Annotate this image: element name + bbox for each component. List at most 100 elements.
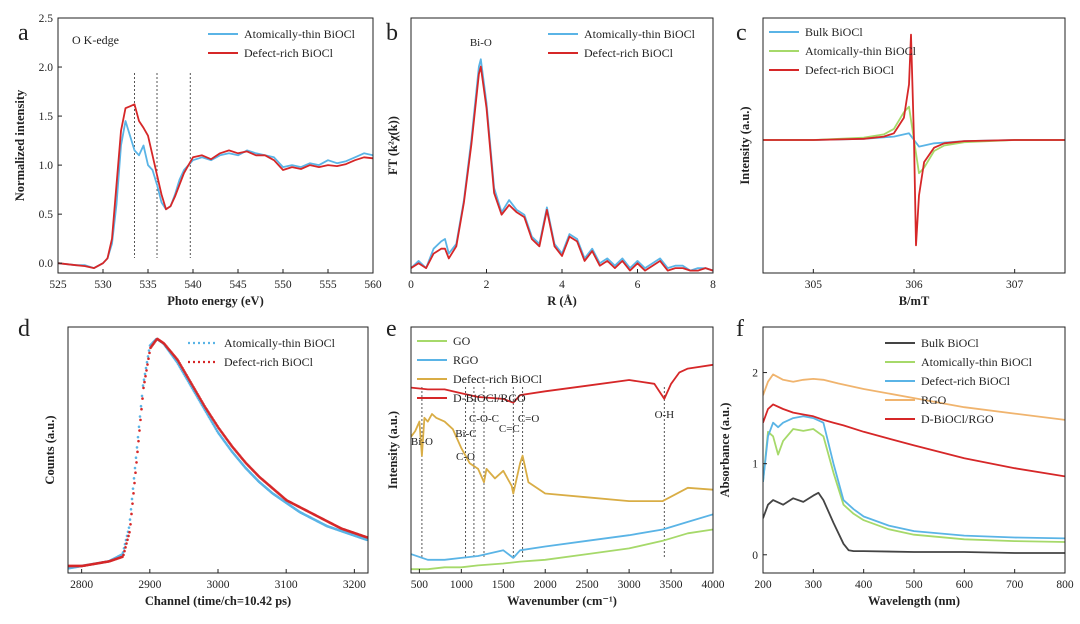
x-tick-label: 307 <box>1006 279 1024 291</box>
panel-b-label: b <box>386 20 398 46</box>
panel-e: e 500 1000 1500 2000 2500 3000 3500 4000 Wavenum… <box>386 316 725 608</box>
x-tick-label: 306 <box>905 279 923 291</box>
legend: Atomically-thin BiOCl Defect-rich BiOCl <box>188 336 336 369</box>
x-tick-label: 500 <box>905 579 923 591</box>
panel-f-label: f <box>736 316 744 342</box>
data-point <box>144 366 148 370</box>
data-point <box>125 542 128 545</box>
x-tick-label: 3000 <box>207 579 230 591</box>
x-tick-label: 545 <box>229 279 247 291</box>
x-tick-label: 2 <box>484 279 490 291</box>
legend: Bulk BiOCl Atomically-thin BiOCl Defect-ri… <box>885 336 1033 426</box>
x-tick-label: 525 <box>49 279 67 291</box>
data-point <box>133 466 137 470</box>
data-point <box>136 435 140 439</box>
x-tick-label: 2800 <box>70 579 93 591</box>
legend-entry: Bulk BiOCl <box>805 25 863 39</box>
panel-e-label: e <box>386 316 397 342</box>
x-tick-label: 3100 <box>275 579 298 591</box>
data-point <box>122 553 125 557</box>
x-tick-label: 3500 <box>660 579 683 591</box>
data-point <box>123 549 126 553</box>
band-annotation: Bi-C <box>455 428 476 440</box>
x-axis-label: R (Å) <box>547 294 577 308</box>
x-axis-label: Wavelength (nm) <box>868 594 960 608</box>
y-tick-label: 0.0 <box>39 258 54 270</box>
plot-area <box>763 373 1065 554</box>
series-1-line <box>411 528 713 571</box>
plot-frame <box>57 17 374 274</box>
data-point <box>130 512 133 516</box>
series-2-line <box>763 428 1065 543</box>
legend-entry: Atomically-thin BiOCl <box>921 355 1033 369</box>
legend-entry: Bulk BiOCl <box>921 336 979 350</box>
series-2-line <box>58 103 373 269</box>
band-annotation: O-H <box>655 409 675 421</box>
legend-entry: Atomically-thin BiOCl <box>244 27 356 41</box>
panel-f-plot: 200 300 400 500 600 700 800 0 1 2 Wavelength (nm) A… <box>718 326 1074 608</box>
y-axis-label: Absorbance (a.u.) <box>718 403 732 498</box>
legend-entry: Defect-rich BiOCl <box>244 46 334 60</box>
legend-entry: Atomically-thin BiOCl <box>224 336 336 350</box>
legend: Atomically-thin BiOCl Defect-rich BiOCl <box>548 27 696 60</box>
legend-entry: RGO <box>921 393 947 407</box>
x-tick-label: 400 <box>855 579 873 591</box>
series-2-line <box>411 513 713 561</box>
plot-area <box>58 73 373 269</box>
data-point <box>132 477 136 480</box>
data-point <box>137 425 141 429</box>
x-tick-label: 555 <box>319 279 337 291</box>
data-point <box>131 487 135 490</box>
legend-entry: Atomically-thin BiOCl <box>584 27 696 41</box>
data-point <box>135 461 138 464</box>
series-3-line <box>411 413 713 502</box>
data-point <box>146 355 150 358</box>
panel-d: d 2800 2900 3000 3100 3200 Channel (time/ch=1… <box>18 316 369 608</box>
legend-entry: Defect-rich BiOCl <box>453 372 543 386</box>
data-point <box>134 456 138 460</box>
plot-area <box>411 363 713 571</box>
x-tick-label: 300 <box>805 579 823 591</box>
data-point <box>138 415 142 418</box>
plot-frame <box>410 326 714 574</box>
panel-e-plot: 500 1000 1500 2000 2500 3000 3500 4000 Wavenumbe… <box>386 326 725 608</box>
data-point <box>142 378 146 382</box>
panel-a-plot: 525 530 535 540 545 550 555 560 0.0 0.5 1.0 1.5 2.0 2… <box>13 13 382 308</box>
band-annotation: Bi-O <box>411 436 433 448</box>
x-tick-label: 560 <box>364 279 382 291</box>
series-3-line <box>763 415 1065 540</box>
data-point <box>147 357 150 361</box>
data-point <box>129 522 132 526</box>
x-axis-label: B/mT <box>899 294 930 308</box>
legend-entry: Defect-rich BiOCl <box>584 46 674 60</box>
series-4-line <box>411 363 713 404</box>
data-point <box>132 492 135 495</box>
x-tick-label: 1500 <box>492 579 515 591</box>
y-tick-label: 2.0 <box>39 62 54 74</box>
series-2-points <box>68 337 368 568</box>
x-tick-label: 6 <box>635 279 641 291</box>
y-tick-label: 2.5 <box>39 13 54 25</box>
data-point <box>127 526 131 529</box>
series-4-line <box>763 373 1065 421</box>
y-tick-label: 1.5 <box>39 111 54 123</box>
x-tick-label: 8 <box>710 279 716 291</box>
data-point <box>137 439 140 443</box>
x-tick-label: 700 <box>1006 579 1024 591</box>
plot-area <box>411 58 713 272</box>
panel-c-plot: 305 306 307 B/mT Intensity (a.u.) Bulk BiOCl A… <box>738 17 1066 308</box>
legend-entry: RGO <box>453 353 479 367</box>
series-1-points <box>68 337 368 570</box>
legend-entry: Defect-rich BiOCl <box>805 63 895 77</box>
data-point <box>140 407 143 411</box>
x-tick-label: 530 <box>94 279 112 291</box>
y-tick-label: 1 <box>752 459 758 471</box>
legend-entry: GO <box>453 334 471 348</box>
data-point <box>128 530 131 534</box>
series-3-line <box>763 33 1065 247</box>
data-point <box>139 404 143 408</box>
data-point <box>135 446 139 449</box>
data-point <box>146 363 149 366</box>
data-point <box>130 497 134 501</box>
